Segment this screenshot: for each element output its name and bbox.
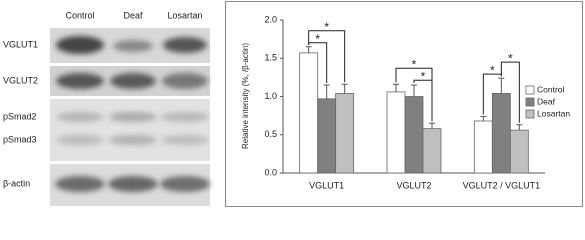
blot-column-label: Deaf [123,10,143,20]
band [56,112,104,122]
bar [491,93,511,174]
error-bar [516,124,523,131]
band [56,135,104,145]
y-tick-label: 2.0 [264,14,277,24]
band [161,135,209,145]
blot-row-label: pSmad2 [3,111,37,121]
legend-swatch [525,109,535,119]
legend-label: Deaf [537,96,556,106]
western-blot [50,28,210,206]
page: {"blot": {"columns": ["Control", "Deaf",… [3,1,583,207]
error-bar [411,84,417,97]
significance-label: * [421,69,426,83]
bar [404,96,424,174]
error-bar [498,77,505,94]
band [110,73,156,89]
y-tick-label: 1.0 [264,91,277,101]
y-tick-label: 0.5 [264,129,277,139]
y-axis-label: Relative intensity (%, /β-actin) [241,43,250,149]
bar [386,91,406,174]
x-tick-label: VGLUT1 [309,180,344,190]
error-bar [341,83,348,94]
band [160,176,210,192]
band [108,176,158,192]
blot-row-label: β-actin [3,178,30,188]
bar [422,128,442,174]
band [113,40,153,52]
blot-strip [50,99,210,161]
significance-label: * [324,20,329,34]
y-tick-label: 1.5 [264,53,277,63]
error-bar [323,84,330,99]
band [162,73,208,89]
significance-label: * [508,51,513,65]
x-tick-label: VGLUT2 [396,180,431,190]
blot-column-label: Losartan [167,10,202,20]
significance-label: * [412,57,417,71]
band [163,37,207,53]
legend-label: Control [537,84,565,94]
band [55,176,105,192]
band [161,112,209,122]
error-bar [429,122,435,129]
band [109,135,157,145]
error-bar [393,83,399,92]
error-bar [305,46,312,53]
x-tick-label: VGLUT2 / VGLUT1 [463,180,541,190]
band [56,36,104,54]
blot-row-label: VGLUT2 [3,75,38,85]
legend-label: Losartan [537,108,570,118]
y-tick-label: 0.0 [264,167,277,177]
bar [317,98,337,174]
bar [299,52,319,174]
significance-label: * [315,32,320,46]
legend-swatch [525,85,535,95]
chart-frame [225,1,583,207]
blot-column-label: Control [65,10,94,20]
significance-bracket [308,30,346,83]
error-bar [480,115,487,121]
blot-row-label: VGLUT1 [3,39,38,49]
bar [335,93,355,174]
significance-bracket [500,61,520,123]
figure: Control Deaf Losartan VGLUT1 VGLUT2 pSma… [3,1,583,207]
band [56,73,104,89]
significance-bracket [395,67,433,122]
bar [509,129,529,174]
blot-row-label: pSmad3 [3,134,37,144]
band [109,112,157,122]
significance-label: * [490,63,495,77]
bar [473,120,493,174]
legend-swatch [525,97,535,107]
